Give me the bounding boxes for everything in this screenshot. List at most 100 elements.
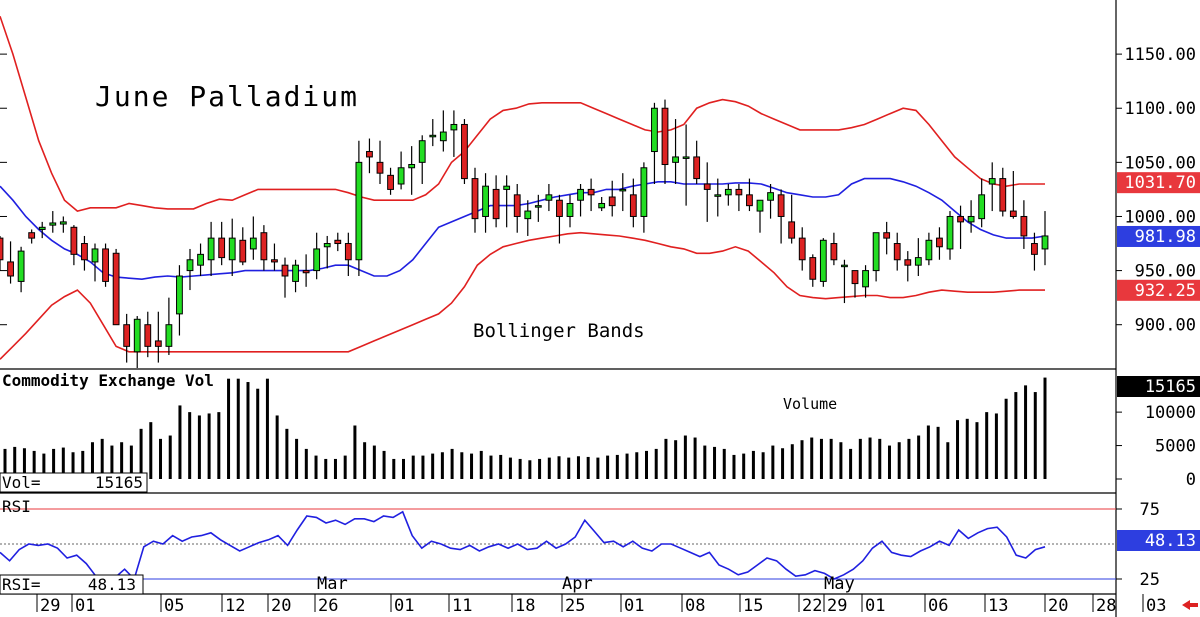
candle [176, 265, 183, 336]
candle [218, 221, 226, 266]
candle [450, 110, 458, 157]
volume-bar [557, 456, 561, 479]
candle [313, 232, 321, 280]
candle [988, 162, 996, 212]
candle [239, 227, 247, 266]
volume-bar [440, 452, 444, 479]
lower-band-line [0, 231, 1045, 360]
candle [91, 243, 99, 282]
candle [577, 184, 584, 217]
candle [292, 259, 299, 293]
candle [144, 311, 152, 358]
volume-bar [693, 437, 697, 479]
candle [302, 254, 310, 287]
volume-readout-label: Vol= [2, 473, 41, 492]
volume-bar [868, 437, 872, 479]
volume-bar [732, 454, 736, 479]
price-value-markers: 1031.70 981.98 932.25 [1117, 172, 1200, 301]
candle [482, 173, 489, 233]
candle [724, 184, 732, 206]
volume-bar [664, 438, 668, 479]
candle [788, 194, 796, 244]
candle [524, 200, 532, 236]
candle [165, 297, 173, 356]
volume-readout-box [0, 472, 148, 493]
volume-bar [849, 448, 853, 479]
candle [651, 102, 658, 184]
candle [1041, 211, 1049, 266]
volume-bar [129, 445, 133, 479]
candle [946, 211, 954, 260]
candle [672, 119, 679, 184]
volume-bar [275, 415, 279, 479]
volume-bar [1004, 398, 1008, 479]
volume-bar [781, 448, 785, 479]
rsi-tick-label: 25 [1140, 570, 1160, 590]
volume-bar [703, 445, 707, 479]
volume-bar [479, 450, 483, 479]
volume-bar [81, 450, 85, 479]
volume-bar [635, 452, 639, 479]
volume-bar [1033, 392, 1037, 479]
price-y-axis: 1150.00 1100.00 1050.00 1000.00 950.00 900.00 [0, 45, 1196, 336]
price-tick-label: 1150.00 [1124, 45, 1196, 65]
volume-bar [333, 458, 337, 479]
candle [207, 221, 215, 276]
volume-bar [907, 438, 911, 479]
volume-bar [839, 442, 843, 479]
volume-bar [382, 450, 386, 479]
price-tick-label: 1050.00 [1124, 153, 1196, 173]
candle [682, 124, 690, 206]
volume-bar [139, 428, 143, 479]
volume-bar [217, 412, 221, 479]
volume-bar [810, 437, 814, 479]
candle [503, 175, 511, 228]
candle [28, 229, 36, 244]
candle [249, 216, 257, 260]
candle [439, 110, 447, 152]
volume-readout-value: 15165 [95, 473, 143, 492]
volume-bar [246, 382, 250, 479]
volume-bar [207, 413, 211, 479]
x-tick-label: 12 [225, 596, 245, 616]
candle [925, 232, 933, 266]
volume-bar [761, 452, 765, 479]
candle [978, 178, 986, 228]
volume-bar [965, 418, 969, 479]
candle [556, 194, 563, 244]
volume-bar [227, 378, 231, 479]
candle [387, 167, 394, 195]
x-tick-label: 06 [928, 596, 948, 616]
candle [936, 227, 943, 260]
volume-bar [567, 457, 571, 479]
volume-bar [71, 452, 75, 479]
x-tick-label: 18 [515, 596, 535, 616]
volume-bar [460, 452, 464, 479]
x-tick-label: 01 [75, 596, 95, 616]
candle [49, 211, 57, 233]
volume-bar [1024, 385, 1028, 479]
volume-bar [897, 442, 901, 479]
volume-bar [742, 453, 746, 479]
volume-bar [625, 453, 629, 479]
price-tick-label: 1000.00 [1124, 207, 1196, 227]
x-tick-label: 01 [394, 596, 414, 616]
volume-bar [606, 455, 610, 479]
volume-bar [489, 455, 493, 479]
x-tick-label: 11 [452, 596, 472, 616]
volume-bar [363, 442, 367, 479]
x-month-label: May [824, 574, 855, 594]
candle [999, 167, 1007, 217]
price-tick-label: 1100.00 [1124, 99, 1196, 119]
x-tick-label: 29 [40, 596, 60, 616]
candle [123, 313, 131, 363]
x-tick-label: 26 [318, 596, 338, 616]
candle [334, 232, 342, 252]
rsi-badge-value: 48.13 [1145, 531, 1196, 551]
candle [1031, 232, 1038, 271]
left-arrow-icon[interactable] [1182, 600, 1198, 610]
volume-bar [421, 455, 425, 479]
volume-bar [878, 438, 882, 479]
volume-bar [392, 458, 396, 479]
